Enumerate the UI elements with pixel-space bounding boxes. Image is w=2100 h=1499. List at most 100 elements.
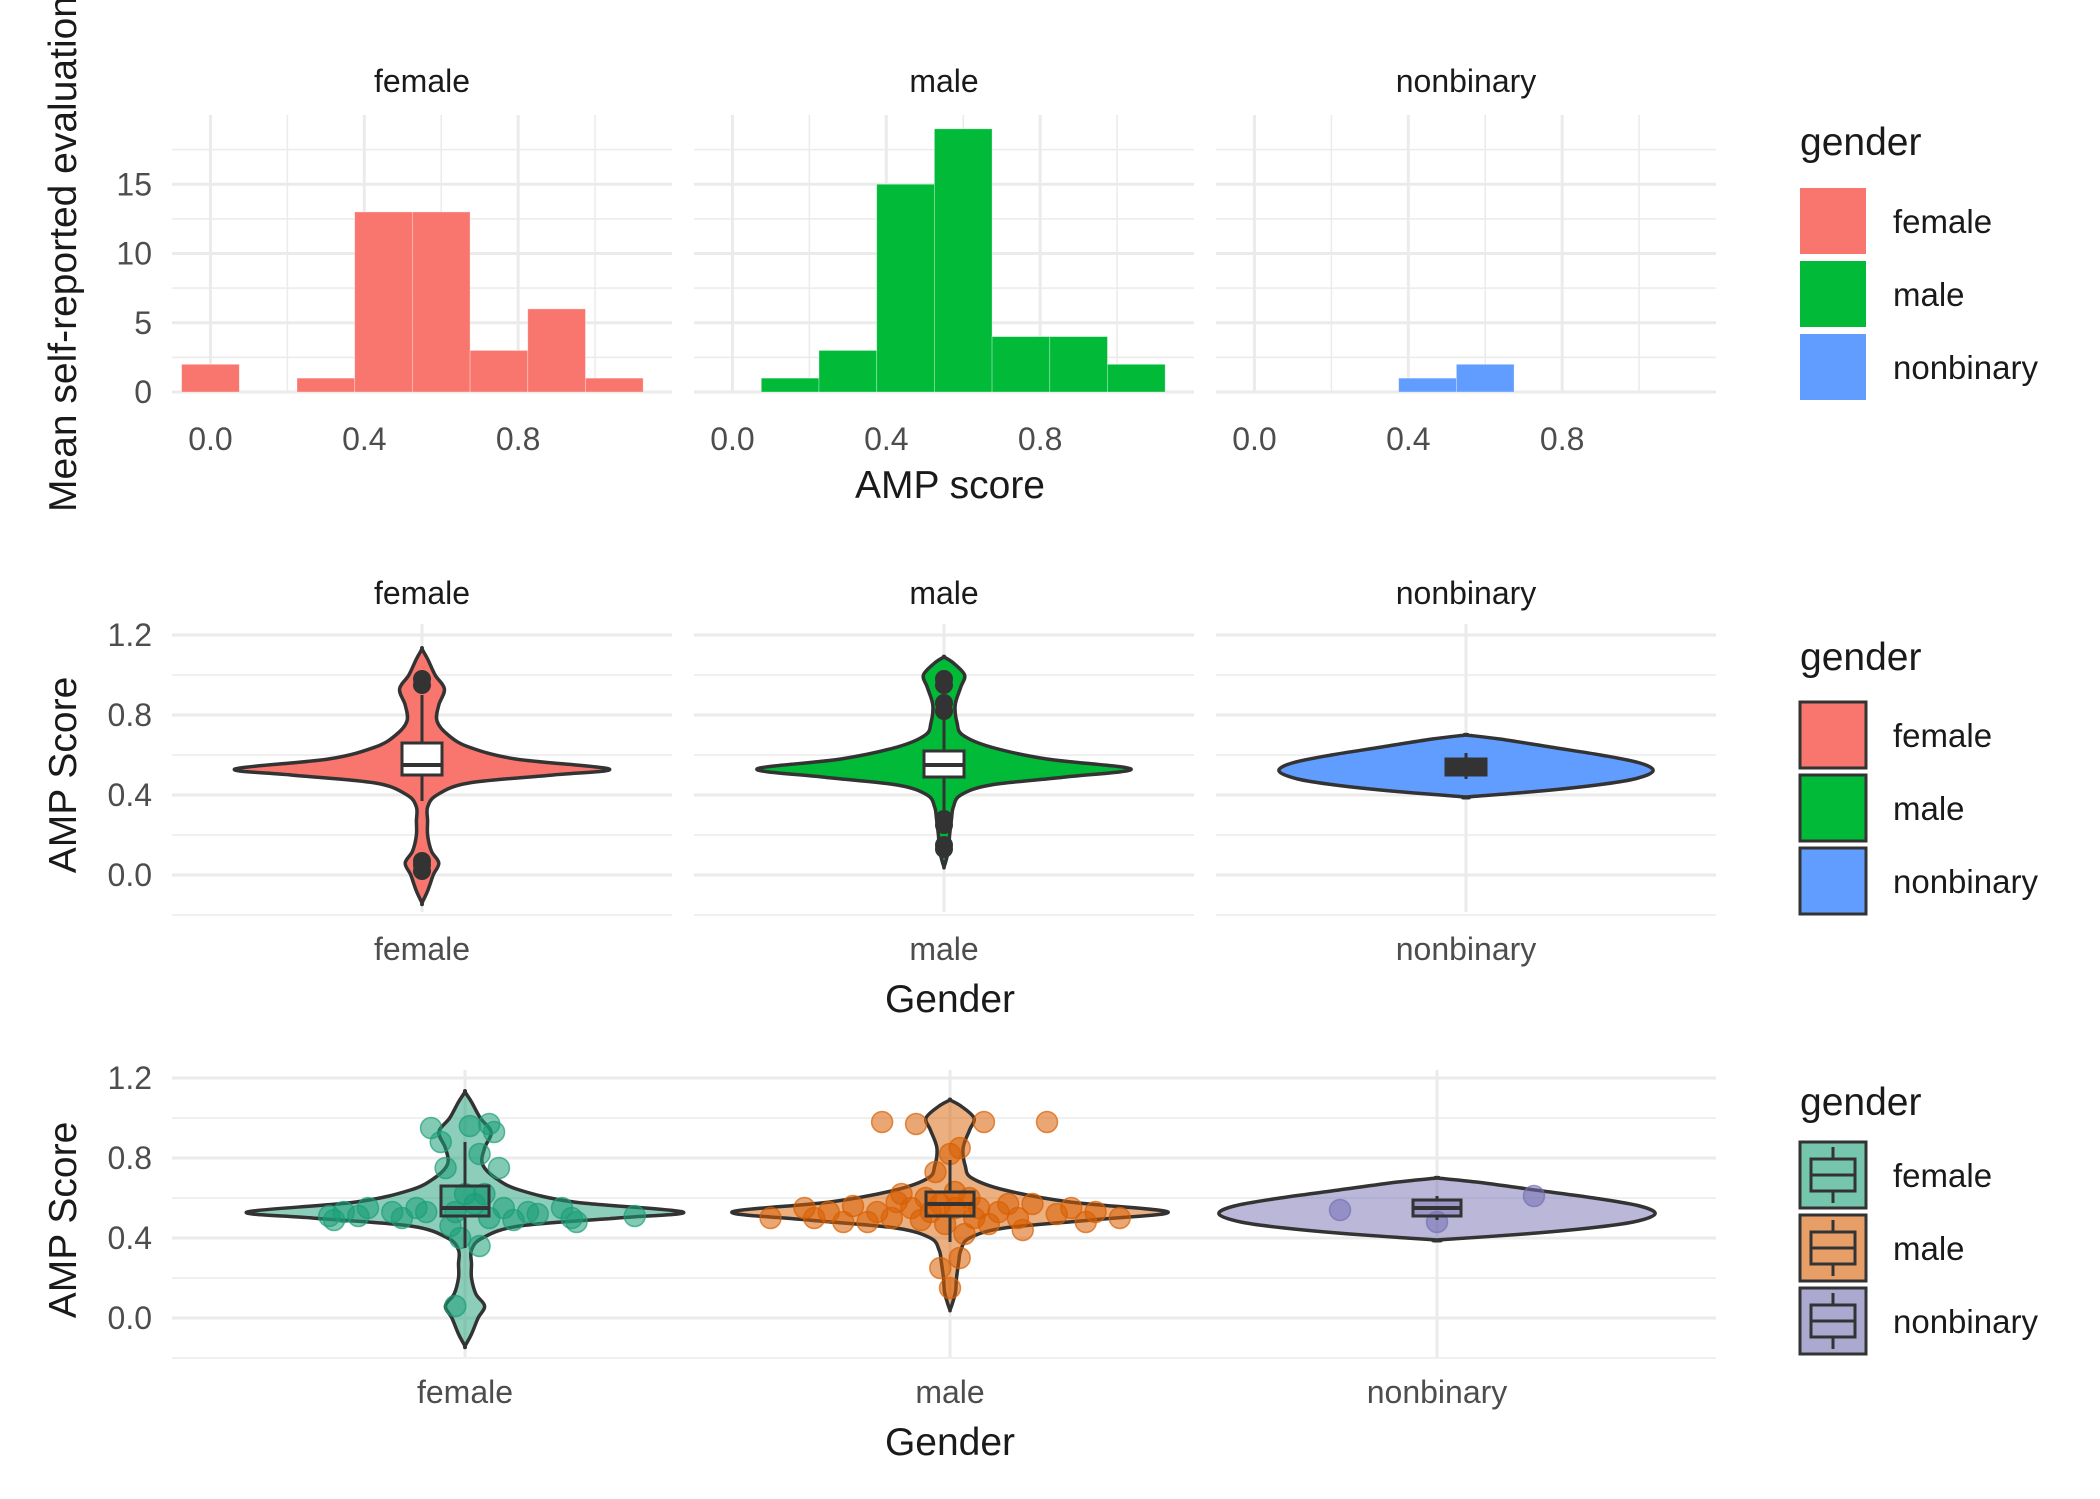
facet-strip-label: nonbinary: [1396, 63, 1537, 99]
histogram-bar: [1049, 336, 1108, 393]
jitter-point: [1035, 1110, 1059, 1134]
legend-label-female: female: [1893, 1157, 1992, 1194]
x-tick-label: 0.8: [496, 421, 540, 457]
legend-label-male: male: [1893, 276, 1965, 313]
y-tick-label: 15: [116, 166, 152, 202]
facet-violin-y-axis-title: AMP Score: [42, 677, 85, 874]
histogram-bar: [876, 183, 935, 393]
histogram-bar: [933, 128, 993, 393]
jitter-point: [972, 1110, 996, 1134]
histogram-bar: [760, 377, 820, 393]
jitter-point: [1108, 1206, 1131, 1230]
jitter-point: [429, 1130, 452, 1154]
histogram-bars: [181, 128, 1515, 393]
jitter-point: [1011, 1218, 1034, 1242]
x-tick-label: female: [374, 931, 470, 967]
y-tick-label: 0.0: [108, 1300, 152, 1336]
jitter-point: [448, 1226, 472, 1250]
jitter-violin-legend-title: gender: [1800, 1081, 1921, 1124]
jitter-point: [904, 1112, 928, 1136]
legend-key-nonbinary: [1798, 846, 1868, 916]
jitter-point: [1060, 1196, 1083, 1220]
facet-strip-label: male: [909, 63, 978, 99]
jitter-point: [623, 1204, 646, 1228]
outlier-point: [935, 670, 953, 688]
jitter-point: [1021, 1192, 1044, 1216]
jitter-point: [565, 1210, 588, 1234]
facet-violin-x-axis-title: Gender: [885, 978, 1015, 1021]
histogram-bar: [585, 377, 644, 393]
jitter-point: [929, 1256, 952, 1280]
jitter-point: [322, 1208, 346, 1232]
x-tick-label: nonbinary: [1367, 1374, 1508, 1410]
jitter-point: [468, 1234, 491, 1258]
y-tick-label: 0.8: [108, 697, 152, 733]
facet-strip-label: female: [374, 575, 470, 611]
histogram-panel: female 0.0 0.4 0.8 0 5 10 15 male 0.0 0.4 0.8 nonbin…: [42, 0, 2038, 512]
y-tick-label: 0: [134, 374, 152, 410]
x-tick-label: male: [915, 1374, 984, 1410]
y-tick-label: 0.4: [108, 1220, 152, 1256]
facet-violin-panel: female female 0.0 0.4 0.8 1.2 male male nonbinar…: [42, 575, 2038, 1021]
histogram-bar: [1398, 377, 1457, 393]
outlier-point: [935, 694, 953, 712]
legend-label-female: female: [1893, 203, 1992, 240]
x-tick-label: 0.4: [342, 421, 386, 457]
facet-violin-legend: female male nonbinary: [1798, 700, 2038, 916]
x-tick-label: 0.4: [1386, 421, 1430, 457]
x-tick-label: 0.8: [1018, 421, 1062, 457]
jitter-violin-x-axis-title: Gender: [885, 1421, 1015, 1464]
jitter-point: [487, 1156, 511, 1180]
facet-violin-labels: female female 0.0 0.4 0.8 1.2 male male nonbinar…: [108, 575, 1537, 967]
jitter-point: [444, 1294, 467, 1318]
histogram-bar: [818, 350, 878, 393]
jitter-violin-marks: [244, 1088, 1657, 1350]
y-tick-label: 1.2: [108, 1060, 152, 1096]
jitter-point: [356, 1196, 380, 1220]
histogram-labels: female 0.0 0.4 0.8 0 5 10 15 male 0.0 0.4 0.8 nonbin…: [116, 63, 1584, 457]
legend-label-nonbinary: nonbinary: [1893, 1303, 2038, 1340]
x-tick-label: 0.0: [188, 421, 232, 457]
outlier-point: [935, 816, 953, 834]
y-tick-label: 0.0: [108, 857, 152, 893]
histogram-bar: [411, 211, 471, 393]
jitter-point: [526, 1202, 549, 1226]
legend-key-female: [1798, 700, 1868, 770]
jitter-point: [948, 1246, 971, 1270]
jitter-point: [458, 1114, 482, 1138]
y-tick-label: 10: [116, 236, 152, 272]
x-tick-label: female: [417, 1374, 513, 1410]
x-tick-label: nonbinary: [1396, 931, 1537, 967]
legend-label-nonbinary: nonbinary: [1893, 349, 2038, 386]
facet-violin-marks: [232, 645, 1655, 907]
jitter-point: [841, 1194, 865, 1218]
jitter-point: [1328, 1198, 1352, 1222]
jitter-point: [414, 1200, 438, 1224]
facet-strip-label: female: [374, 63, 470, 99]
histogram-bar: [1455, 363, 1515, 393]
histogram-x-axis-title: AMP score: [855, 464, 1045, 507]
x-tick-label: 0.0: [1232, 421, 1276, 457]
histogram-bar: [991, 336, 1051, 393]
jitter-point: [1522, 1184, 1546, 1208]
legend-label-male: male: [1893, 790, 1965, 827]
histogram-legend: female male nonbinary: [1800, 188, 2038, 400]
histogram-bar: [296, 377, 356, 393]
histogram-bar: [527, 308, 586, 393]
legend-key-nonbinary: [1800, 334, 1866, 400]
outlier-point: [413, 862, 431, 880]
x-tick-label: 0.0: [710, 421, 754, 457]
legend-label-male: male: [1893, 1230, 1965, 1267]
facet-strip-label: male: [909, 575, 978, 611]
box-body: [400, 741, 444, 777]
jitter-point: [468, 1142, 491, 1166]
jitter-violin-legend: female male nonbinary: [1798, 1140, 2038, 1356]
legend-key-male: [1800, 261, 1866, 327]
jitter-point: [434, 1156, 457, 1180]
legend-key-male: [1798, 773, 1868, 843]
jitter-point: [948, 1136, 971, 1160]
legend-label-female: female: [1893, 717, 1992, 754]
jitter-point: [924, 1160, 947, 1184]
x-tick-label: male: [909, 931, 978, 967]
